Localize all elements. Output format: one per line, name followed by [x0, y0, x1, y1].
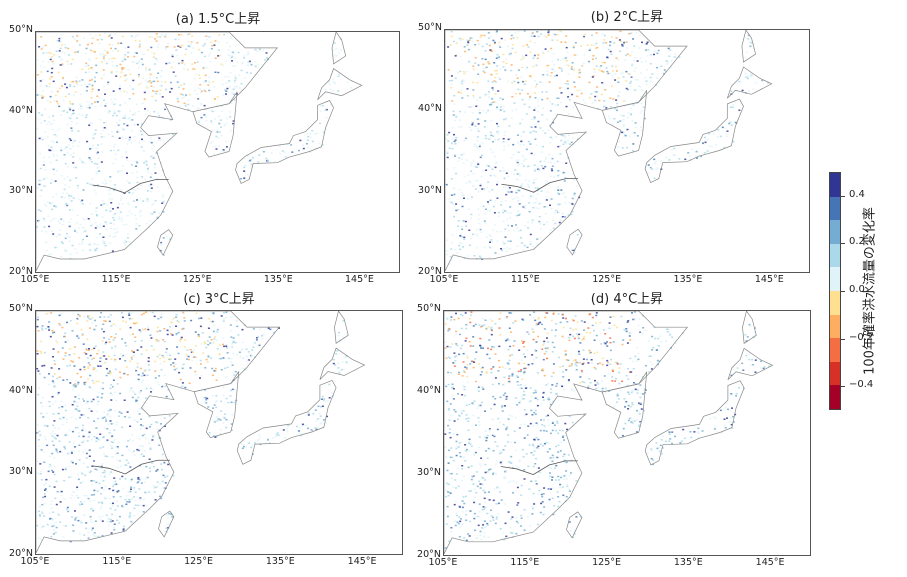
y-tick-label: 40°N [417, 385, 441, 396]
x-tick-label: 135°E [263, 274, 293, 285]
x-tick-label: 105°E [20, 556, 50, 567]
colorbar-swatch [830, 361, 840, 386]
map-plot [443, 310, 811, 556]
panel-title: (c) 3°C上昇 [183, 292, 255, 307]
y-tick-label: 50°N [417, 303, 441, 314]
y-tick-label: 20°N [417, 549, 441, 560]
x-tick-label: 145°E [755, 557, 785, 568]
colorbar-swatch [830, 220, 840, 244]
colorbar-tick-label: 0.4 [849, 188, 865, 200]
colorbar-tick-label: −0.4 [849, 379, 874, 391]
map-plot [35, 310, 403, 555]
colorbar-tick-mark [841, 291, 845, 292]
colorbar-swatch [830, 314, 840, 339]
x-tick-label: 125°E [184, 556, 213, 567]
colorbar-label: 100年確率洪水流量の変化率 [862, 207, 878, 375]
y-tick-label: 30°N [9, 185, 33, 197]
map-plot [35, 31, 400, 273]
y-tick-label: 40°N [418, 103, 442, 115]
x-tick-label: 135°E [673, 557, 703, 568]
y-tick-label: 20°N [418, 266, 442, 277]
x-tick-label: 125°E [592, 557, 621, 568]
colorbar-tick-mark [841, 243, 845, 245]
y-tick-label: 20°N [9, 548, 33, 559]
y-tick-label: 30°N [418, 184, 442, 196]
map-plot [444, 29, 810, 273]
colorbar-swatch [830, 173, 840, 197]
x-tick-label: 105°E [428, 557, 458, 568]
colorbar [829, 172, 841, 410]
y-tick-label: 50°N [9, 303, 33, 314]
x-tick-label: 145°E [344, 274, 374, 285]
colorbar-swatch [830, 196, 840, 221]
colorbar-swatch [830, 338, 840, 362]
colorbar-tick-label: 0.2 [849, 236, 865, 248]
x-tick-label: 135°E [673, 274, 703, 285]
x-tick-label: 135°E [265, 556, 295, 567]
colorbar-swatch [830, 385, 840, 409]
colorbar-tick-mark [841, 195, 845, 197]
x-tick-label: 115°E [102, 556, 132, 567]
colorbar-tick-mark [841, 386, 845, 388]
x-tick-label: 145°E [347, 556, 377, 567]
colorbar-swatch [830, 243, 840, 268]
x-tick-label: 115°E [510, 274, 540, 285]
colorbar-tick-mark [841, 338, 845, 340]
y-tick-label: 20°N [9, 266, 33, 277]
y-tick-label: 30°N [417, 467, 441, 478]
panel-title: (d) 4°C上昇 [590, 292, 664, 307]
x-tick-label: 105°E [20, 274, 50, 285]
x-tick-label: 115°E [101, 274, 131, 285]
y-tick-label: 40°N [9, 384, 33, 396]
x-tick-label: 145°E [754, 274, 784, 285]
colorbar-tick-label: 0.0 [849, 284, 865, 295]
colorbar-swatch [830, 267, 840, 291]
x-tick-label: 125°E [182, 274, 212, 285]
x-tick-label: 125°E [592, 274, 622, 285]
y-tick-label: 40°N [9, 104, 33, 116]
y-tick-label: 50°N [418, 22, 442, 33]
colorbar-swatch [830, 290, 840, 315]
x-tick-label: 115°E [510, 557, 540, 568]
colorbar-tick-label: −0.2 [849, 331, 874, 343]
y-tick-label: 30°N [9, 466, 33, 478]
x-tick-label: 105°E [429, 274, 459, 285]
panel-title: (a) 1.5°C上昇 [175, 12, 261, 27]
panel-title: (b) 2°C上昇 [590, 10, 664, 25]
y-tick-label: 50°N [9, 24, 33, 35]
